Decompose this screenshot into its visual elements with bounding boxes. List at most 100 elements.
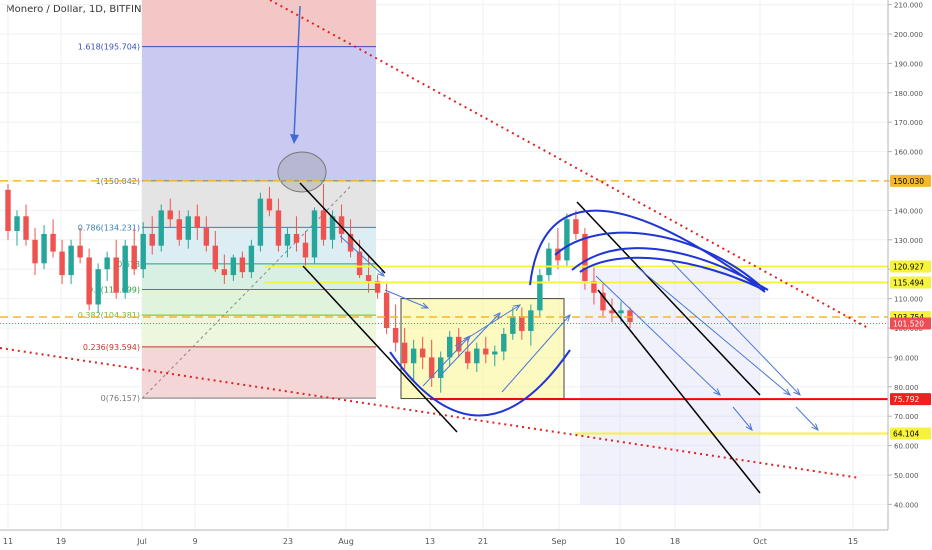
fib-level-label: 1.618(195.704) xyxy=(78,43,140,52)
candle-body xyxy=(401,342,408,364)
projection-arrow xyxy=(422,335,471,387)
price-tag xyxy=(890,427,931,440)
fib-level-label: 0.236(93.594) xyxy=(83,343,140,352)
candle-body xyxy=(275,210,282,246)
candle-body xyxy=(167,210,173,220)
price-tick-label: 90.000 xyxy=(894,354,919,362)
candle-body xyxy=(5,189,11,231)
consolidation-box xyxy=(400,298,565,400)
price-tick-label: 60.000 xyxy=(894,443,919,451)
projection-arrow xyxy=(795,406,819,431)
fib-level-label: 0.382(104.381) xyxy=(78,311,140,320)
time-tick-label: Sep xyxy=(551,537,566,546)
projection-zone xyxy=(580,269,760,505)
fib-level-label: 0(76.157) xyxy=(101,394,140,403)
candle-body xyxy=(158,210,164,246)
candle-body xyxy=(311,210,318,258)
price-tick-label: 200.000 xyxy=(894,31,923,39)
price-tag xyxy=(890,260,931,273)
price-tag xyxy=(890,317,931,330)
price-tick-label: 190.000 xyxy=(894,60,923,68)
candle-body xyxy=(293,233,300,243)
candle-body xyxy=(483,348,489,355)
candle-body xyxy=(618,310,624,314)
candle-body xyxy=(392,328,399,343)
candle-body xyxy=(528,310,534,331)
candle-body xyxy=(212,245,219,270)
time-tick-label: 11 xyxy=(3,537,13,546)
candle-body xyxy=(68,245,74,276)
candle-body xyxy=(257,198,264,246)
candle-body xyxy=(591,280,597,293)
candle-body xyxy=(564,219,570,261)
candle-body xyxy=(419,348,426,358)
time-tick-label: 15 xyxy=(848,537,858,546)
candle-body xyxy=(248,245,255,273)
price-tick-label: 110.000 xyxy=(894,296,923,304)
projection-arrow xyxy=(635,265,791,396)
pointer-arrow xyxy=(293,5,301,139)
fib-zone-5 xyxy=(142,315,376,347)
time-tick-label: Jul xyxy=(136,537,147,546)
channel-line xyxy=(299,182,386,274)
chart-title: Monero / Dollar, 1D, BITFINEX xyxy=(6,4,155,15)
candle-body xyxy=(546,248,552,276)
candle-body xyxy=(582,233,588,281)
candle-body xyxy=(239,257,246,273)
candle-body xyxy=(194,216,201,229)
fib-zone-3 xyxy=(142,263,376,290)
candle-body xyxy=(383,292,390,328)
candle-body xyxy=(77,245,83,258)
candle-body xyxy=(41,233,47,264)
projection-arrow-head xyxy=(783,388,791,396)
candle-body xyxy=(474,348,480,364)
fib-zone-extension xyxy=(142,46,376,181)
candle-body xyxy=(230,257,237,276)
projection-arrow-head xyxy=(793,388,801,396)
projection-arrow xyxy=(671,261,801,396)
projection-arrow-head xyxy=(377,269,385,277)
highlight-circle xyxy=(277,151,327,193)
projection-arrow-head xyxy=(420,302,430,309)
candle-body xyxy=(221,269,228,276)
candle-body xyxy=(347,233,354,252)
price-tick-label: 40.000 xyxy=(894,501,919,509)
candle-body xyxy=(113,257,119,293)
price-tag xyxy=(890,276,931,289)
price-tick-label: 180.000 xyxy=(894,90,923,98)
fib-zone-6 xyxy=(142,346,376,399)
candle-body xyxy=(50,233,56,252)
fib-level-label: 0.786(134.231) xyxy=(78,223,140,232)
price-tag-label: 115.494 xyxy=(893,278,924,287)
price-tag-label: 103.754 xyxy=(893,313,924,322)
candle-body xyxy=(410,348,417,364)
projection-arrow xyxy=(454,304,521,347)
candle-body xyxy=(609,310,615,314)
candle-body xyxy=(266,198,273,211)
candle-body xyxy=(302,242,309,258)
projection-arrow xyxy=(595,275,721,396)
candle-body xyxy=(510,316,516,334)
candle-body xyxy=(338,216,345,234)
candle-body xyxy=(519,316,525,331)
candle-body xyxy=(149,233,155,246)
candle-body xyxy=(59,251,65,276)
price-tag-label: 64.104 xyxy=(893,430,919,439)
candle-body xyxy=(203,228,210,246)
candle-body xyxy=(140,233,146,270)
candle-body xyxy=(23,216,29,240)
projection-arrow xyxy=(501,314,571,393)
candle-body xyxy=(555,248,561,261)
time-tick-label: 18 xyxy=(670,537,680,546)
candle-body xyxy=(95,269,101,305)
projection-arrow-head xyxy=(563,314,571,322)
price-tick-label: 70.000 xyxy=(894,413,919,421)
price-tick-label: 160.000 xyxy=(894,149,923,157)
fib-level-label: 0.618 xyxy=(117,260,140,269)
price-tick-label: 80.000 xyxy=(894,384,919,392)
projection-arrow-head xyxy=(713,388,721,396)
blue-arc xyxy=(389,349,571,417)
price-tag-label: 75.792 xyxy=(893,395,919,404)
candle-body xyxy=(14,216,20,231)
